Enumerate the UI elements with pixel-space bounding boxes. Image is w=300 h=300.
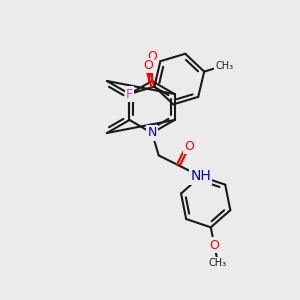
Text: O: O [143, 59, 153, 72]
Text: NH: NH [190, 169, 211, 183]
Text: F: F [126, 88, 133, 100]
Text: CH₃: CH₃ [209, 258, 227, 268]
Text: N: N [147, 127, 157, 140]
Text: O: O [184, 140, 194, 153]
Text: O: O [209, 239, 219, 252]
Text: CH₃: CH₃ [215, 61, 233, 70]
Text: O: O [147, 50, 157, 63]
